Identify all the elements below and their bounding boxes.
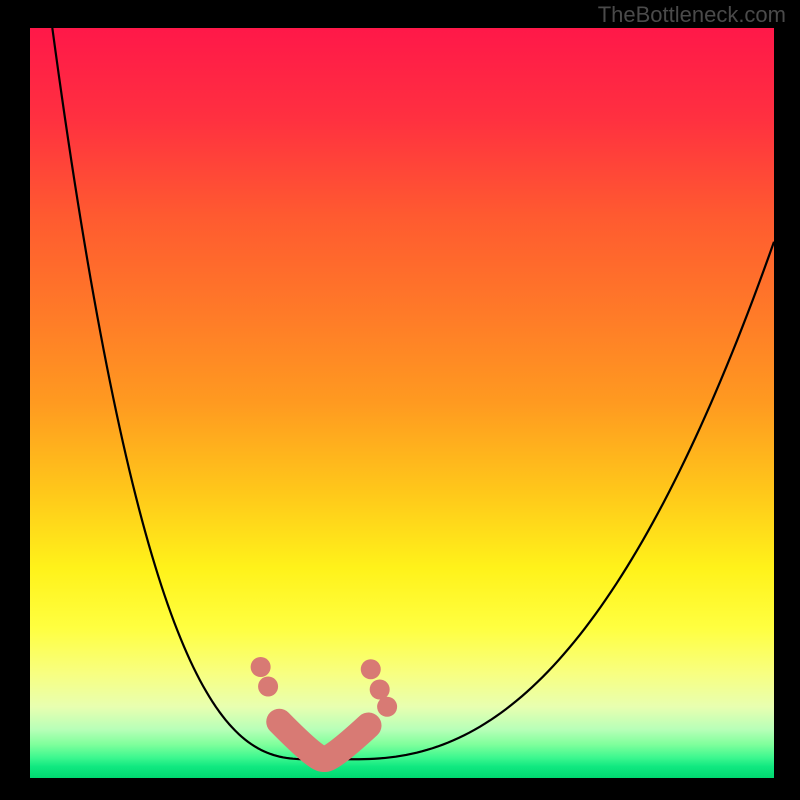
plot-background [30,28,774,778]
chart-root: TheBottleneck.com [0,0,800,800]
curve-dot [370,680,390,700]
curve-dot [361,659,381,679]
curve-dot [251,657,271,677]
curve-dot [258,677,278,697]
curve-dot [377,697,397,717]
chart-svg [0,0,800,800]
watermark-text: TheBottleneck.com [598,2,786,28]
